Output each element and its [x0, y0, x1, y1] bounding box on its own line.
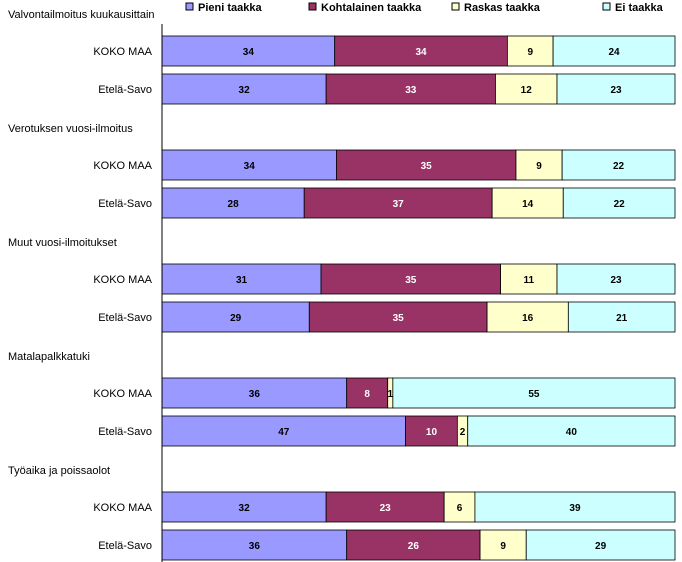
legend-swatch-pieni-taakka	[185, 2, 194, 11]
bar-segment-ei-taakka	[556, 263, 676, 295]
bar-segment-raskas-taakka	[443, 491, 476, 523]
bar-segment-pieni-taakka	[161, 35, 336, 67]
data-label: 11	[524, 275, 535, 286]
bar-segment-ei-taakka	[474, 491, 676, 523]
bar-segment-ei-taakka	[525, 529, 676, 561]
data-label: 9	[527, 47, 533, 58]
data-label: 22	[613, 161, 625, 172]
legend-swatch-kohtalainen-taakka	[308, 2, 317, 11]
bar-segment-ei-taakka	[562, 187, 676, 219]
row-label: KOKO MAA	[93, 274, 152, 286]
data-label: 9	[536, 161, 542, 172]
bar-segment-pieni-taakka	[161, 73, 327, 105]
data-label: 32	[239, 503, 251, 514]
data-label: 36	[249, 389, 261, 400]
data-label: 28	[228, 199, 240, 210]
bar-segment-kohtalainen-taakka	[336, 149, 517, 181]
bar-segment-kohtalainen-taakka	[308, 301, 488, 333]
data-label: 12	[521, 85, 533, 96]
data-label: 26	[408, 541, 420, 552]
bar-segment-ei-taakka	[567, 301, 676, 333]
data-label: 40	[566, 427, 578, 438]
row-label: KOKO MAA	[93, 502, 152, 514]
group-title: Verotuksen vuosi-ilmoitus	[8, 123, 133, 135]
group-title: Matalapalkkatuki	[8, 351, 90, 363]
data-label: 23	[610, 85, 622, 96]
bar-segment-ei-taakka	[392, 377, 676, 409]
data-label: 32	[239, 85, 251, 96]
data-label: 34	[244, 161, 256, 172]
bar-segment-kohtalainen-taakka	[320, 263, 501, 295]
legend-label-pieni-taakka: Pieni taakka	[198, 2, 262, 14]
data-label: 10	[426, 427, 438, 438]
bar-segment-pieni-taakka	[161, 491, 327, 523]
data-label: 34	[415, 47, 427, 58]
bar-segment-raskas-taakka	[486, 301, 569, 333]
bar-segment-pieni-taakka	[161, 377, 348, 409]
data-label: 22	[614, 199, 626, 210]
data-label: 16	[522, 313, 534, 324]
data-label: 36	[249, 541, 261, 552]
legend-swatch-ei-taakka	[602, 2, 611, 11]
data-label: 47	[278, 427, 290, 438]
bar-segment-ei-taakka	[556, 73, 676, 105]
row-label: Etelä-Savo	[98, 426, 152, 438]
bar-segment-kohtalainen-taakka	[303, 187, 493, 219]
data-label: 1	[388, 389, 394, 400]
bar-segment-ei-taakka	[467, 415, 676, 447]
row-label: Etelä-Savo	[98, 198, 152, 210]
legend-label-raskas-taakka: Raskas taakka	[464, 2, 541, 14]
row-label: KOKO MAA	[93, 160, 152, 172]
data-label: 33	[405, 85, 417, 96]
data-label: 2	[460, 427, 466, 438]
data-label: 34	[243, 47, 255, 58]
legend-swatch-raskas-taakka	[451, 2, 460, 11]
data-label: 29	[595, 541, 607, 552]
data-label: 21	[616, 313, 628, 324]
data-label: 6	[457, 503, 463, 514]
row-label: KOKO MAA	[93, 46, 152, 58]
data-label: 29	[230, 313, 242, 324]
row-label: Etelä-Savo	[98, 312, 152, 324]
row-label: Etelä-Savo	[98, 84, 152, 96]
group-title: Muut vuosi-ilmoitukset	[8, 237, 117, 249]
bar-segment-kohtalainen-taakka	[325, 491, 445, 523]
bar-segment-ei-taakka	[561, 149, 676, 181]
row-label: Etelä-Savo	[98, 540, 152, 552]
data-label: 31	[236, 275, 248, 286]
bar-segment-kohtalainen-taakka	[346, 529, 481, 561]
data-label: 14	[522, 199, 534, 210]
legend-label-kohtalainen-taakka: Kohtalainen taakka	[321, 2, 422, 14]
bar-segment-kohtalainen-taakka	[325, 73, 496, 105]
bar-segment-pieni-taakka	[161, 187, 305, 219]
data-label: 9	[500, 541, 506, 552]
legend-label-ei-taakka: Ei taakka	[615, 2, 664, 14]
data-label: 23	[610, 275, 622, 286]
data-label: 24	[608, 47, 620, 58]
bar-segment-pieni-taakka	[161, 529, 348, 561]
bar-segment-raskas-taakka	[500, 263, 558, 295]
data-label: 35	[393, 313, 405, 324]
data-label: 35	[421, 161, 433, 172]
data-label: 23	[380, 503, 392, 514]
bar-segment-pieni-taakka	[161, 301, 310, 333]
row-label: KOKO MAA	[93, 388, 152, 400]
data-label: 55	[528, 389, 540, 400]
bar-segment-kohtalainen-taakka	[334, 35, 508, 67]
category-labels: Valvontailmoitus kuukausittain KOKO MAA Et…	[8, 9, 155, 552]
group-title: Työaika ja poissaolot	[8, 465, 110, 477]
bar-segment-raskas-taakka	[506, 35, 554, 67]
data-label: 37	[393, 199, 405, 210]
data-label: 39	[569, 503, 581, 514]
data-label: 35	[405, 275, 417, 286]
bar-segment-ei-taakka	[552, 35, 676, 67]
legend: Pieni taakka Kohtalainen taakka Raskas taa…	[185, 2, 664, 14]
data-label: 8	[364, 389, 370, 400]
bar-segment-raskas-taakka	[495, 73, 558, 105]
group-title: Valvontailmoitus kuukausittain	[8, 9, 155, 21]
